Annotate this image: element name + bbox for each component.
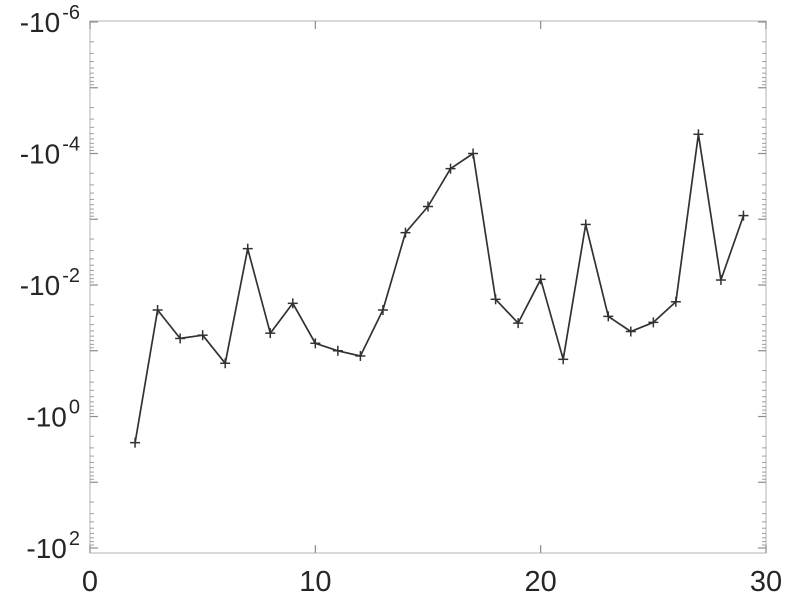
y-axis-ticks (90, 21, 766, 549)
x-axis-ticks (89, 21, 767, 553)
y-tick-label: -10 0 (26, 397, 80, 433)
x-tick-label: 10 (299, 566, 331, 598)
plot-box (89, 20, 767, 554)
x-tick-label: 30 (750, 566, 782, 598)
x-tick-label: 0 (82, 566, 98, 598)
x-axis-labels: 0 10 20 30 (82, 566, 782, 598)
y-axis-labels: -10 -6 -10 -4 -10 -2 -10 0 -10 2 (20, 2, 80, 564)
y-tick-label: -10 -6 (20, 2, 80, 38)
y-tick-label: -10 2 (26, 528, 80, 564)
data-line (134, 133, 745, 443)
data-markers (130, 129, 749, 448)
x-tick-label: 20 (525, 566, 557, 598)
y-tick-label: -10 -4 (20, 134, 80, 170)
y-tick-label: -10 -2 (20, 265, 80, 301)
